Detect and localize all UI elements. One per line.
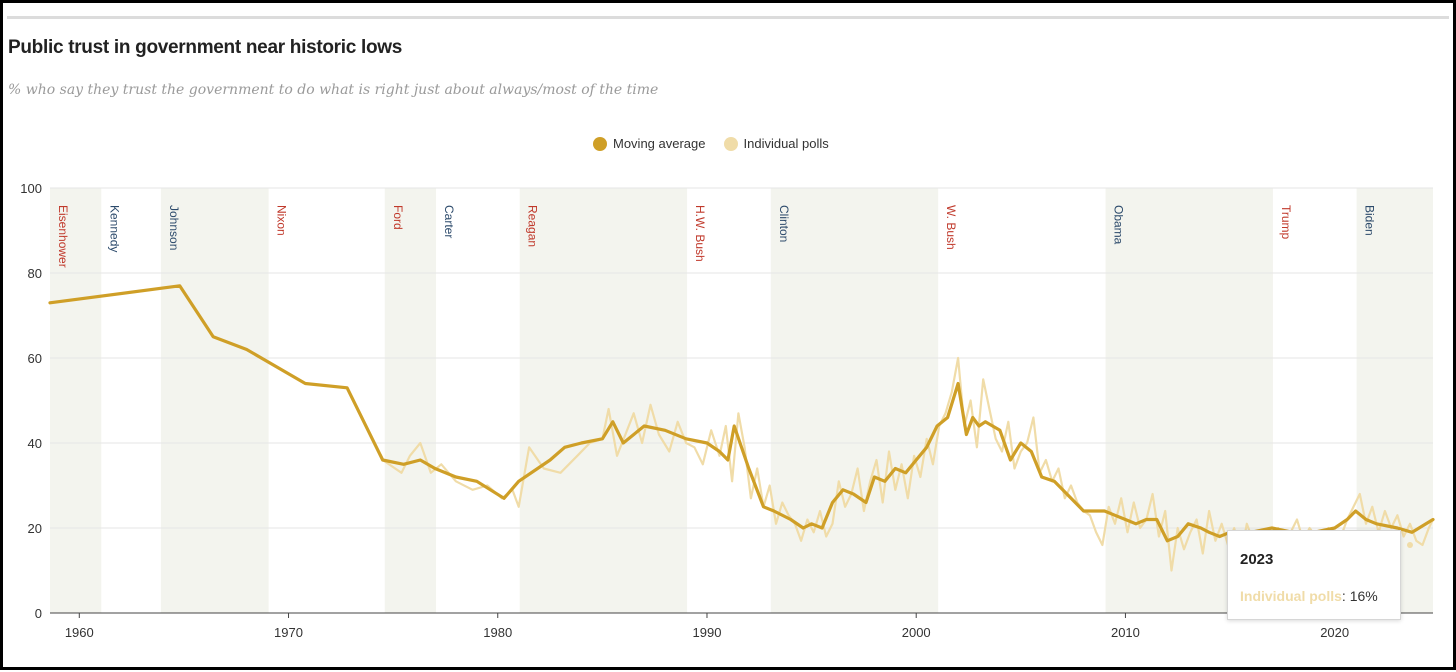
legend: Moving average Individual polls xyxy=(593,136,829,151)
president-label: Eisenhower xyxy=(56,205,70,268)
president-label: Johnson xyxy=(167,205,181,250)
presidency-band-clinton xyxy=(770,188,939,613)
x-tick-label: 2020 xyxy=(1320,625,1349,640)
tooltip-label: Individual polls xyxy=(1240,588,1342,604)
hover-point xyxy=(1406,542,1413,548)
presidency-band-eisenhower xyxy=(50,188,102,613)
tooltip-line: Individual polls: 16% xyxy=(1240,588,1378,604)
president-label: Reagan xyxy=(526,205,540,247)
presidency-band-ford xyxy=(384,188,437,613)
president-label: H.W. Bush xyxy=(693,205,707,262)
y-tick-label: 40 xyxy=(28,436,42,451)
legend-item-moving-average[interactable]: Moving average xyxy=(593,136,706,151)
x-tick-label: 1970 xyxy=(274,625,303,640)
chart-title: Public trust in government near historic… xyxy=(8,37,403,58)
chart-plot[interactable]: 0 20 40 60 80 100 1960 1970 1980 1990 2000 2010 2020… xyxy=(3,3,1453,667)
y-tick-label: 80 xyxy=(28,266,42,281)
y-tick-label: 60 xyxy=(28,351,42,366)
moving-average-swatch xyxy=(593,136,607,151)
president-label: Ford xyxy=(391,205,405,230)
president-label: Nixon xyxy=(275,205,289,236)
y-tick-label: 100 xyxy=(20,181,42,196)
president-label: Kennedy xyxy=(107,205,121,252)
presidency-band-johnson xyxy=(160,188,269,613)
presidency-band-reagan xyxy=(519,188,688,613)
y-tick-label: 0 xyxy=(35,606,42,621)
president-label: Biden xyxy=(1363,205,1377,236)
legend-item-individual-polls[interactable]: Individual polls xyxy=(723,136,829,151)
president-label: Carter xyxy=(442,205,456,238)
y-tick-label: 20 xyxy=(28,521,42,536)
x-tick-label: 1960 xyxy=(65,625,94,640)
moving-average-line[interactable] xyxy=(48,284,1435,543)
individual-polls-swatch xyxy=(723,136,738,151)
president-label: Trump xyxy=(1279,205,1293,240)
top-rule xyxy=(7,16,1449,19)
president-label: W. Bush xyxy=(944,205,958,250)
x-tick-label: 1990 xyxy=(693,625,722,640)
chart-subtitle: % who say they trust the government to d… xyxy=(8,82,659,98)
tooltip: 2023 Individual polls: 16% xyxy=(1227,530,1401,620)
x-tick-label: 2000 xyxy=(902,625,931,640)
president-label: Obama xyxy=(1112,205,1126,245)
legend-label-individual-polls: Individual polls xyxy=(743,136,829,151)
legend-label-moving-average: Moving average xyxy=(613,136,706,151)
tooltip-year: 2023 xyxy=(1240,551,1274,568)
president-label: Clinton xyxy=(777,205,791,242)
x-tick-label: 1980 xyxy=(483,625,512,640)
x-tick-label: 2010 xyxy=(1111,625,1140,640)
tooltip-value: 16% xyxy=(1349,588,1378,604)
